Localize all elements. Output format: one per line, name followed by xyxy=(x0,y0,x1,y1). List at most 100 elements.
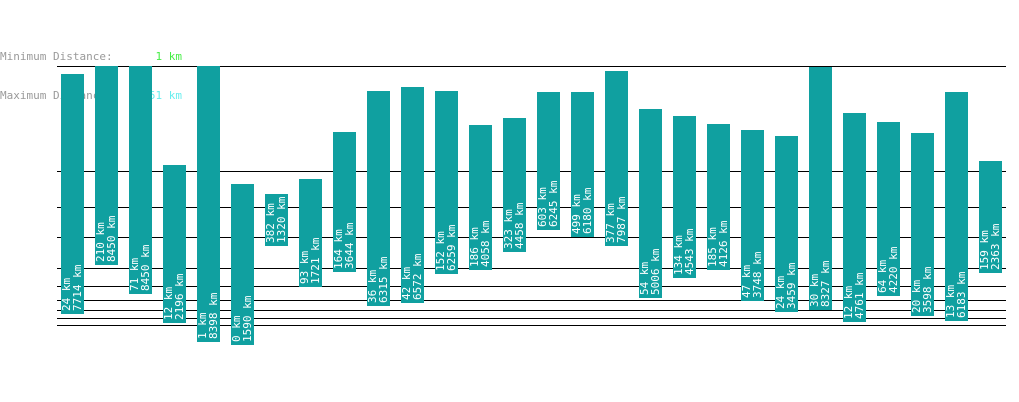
bar-23 xyxy=(809,67,832,310)
bar-28-bottom-label: 2363 km xyxy=(989,223,1002,270)
bar-22-bottom-label: 3459 km xyxy=(785,262,798,309)
bar-2-top-label: 210 km xyxy=(94,222,107,262)
bar-2-bottom-label: 8450 km xyxy=(105,215,118,262)
bar-15-bottom-label: 6245 km xyxy=(547,180,560,227)
bar-10-top-label: 36 km xyxy=(366,270,379,303)
bar-19-bottom-label: 4543 km xyxy=(683,228,696,275)
min-distance-value: 1 km xyxy=(155,50,183,63)
bar-13-bottom-label: 4058 km xyxy=(479,220,492,267)
bar-4 xyxy=(163,165,186,323)
legend-min-row: Minimum Distance: 1 km xyxy=(0,50,182,63)
bar-12-top-label: 152 km xyxy=(434,231,447,271)
bar-7 xyxy=(265,194,288,246)
bar-13 xyxy=(469,125,492,270)
bar-1-top-label: 24 km xyxy=(60,278,73,311)
bar-21-top-label: 47 km xyxy=(740,265,753,298)
bar-28 xyxy=(979,161,1002,273)
bar-11-top-label: 42 km xyxy=(400,267,413,300)
bar-27-top-label: 13 km xyxy=(944,285,957,318)
bar-18-bottom-label: 5006 km xyxy=(649,248,662,295)
bar-24-bottom-label: 4761 km xyxy=(853,272,866,319)
bar-17-top-label: 377 km xyxy=(604,203,617,243)
bar-13-top-label: 186 km xyxy=(468,227,481,267)
bar-14-top-label: 323 km xyxy=(502,209,515,249)
bar-8 xyxy=(299,179,322,287)
bar-15-top-label: 603 km xyxy=(536,187,549,227)
bar-1 xyxy=(61,74,84,314)
bar-9 xyxy=(333,132,356,272)
bar-26-bottom-label: 3598 km xyxy=(921,266,934,313)
bar-3-bottom-label: 8450 km xyxy=(139,244,152,291)
bar-27-bottom-label: 6183 km xyxy=(955,271,968,318)
bar-24-top-label: 12 km xyxy=(842,286,855,319)
bar-11 xyxy=(401,87,424,303)
bar-23-bottom-label: 8327 km xyxy=(819,260,832,307)
bar-20-bottom-label: 4126 km xyxy=(717,220,730,267)
bar-22 xyxy=(775,136,798,312)
bar-8-top-label: 93 km xyxy=(298,251,311,284)
bar-11-bottom-label: 6572 km xyxy=(411,253,424,300)
bar-18-top-label: 54 km xyxy=(638,262,651,295)
bar-14-bottom-label: 4458 km xyxy=(513,202,526,249)
bar-16-top-label: 499 km xyxy=(570,194,583,234)
bar-26-top-label: 20 km xyxy=(910,280,923,313)
bar-21-bottom-label: 3748 km xyxy=(751,251,764,298)
bar-18 xyxy=(639,109,662,298)
bar-25-bottom-label: 4220 km xyxy=(887,246,900,293)
bar-6 xyxy=(231,184,254,345)
bar-7-bottom-label: 1320 km xyxy=(275,196,288,243)
bar-17-bottom-label: 7987 km xyxy=(615,196,628,243)
bar-12-bottom-label: 6259 km xyxy=(445,224,458,271)
bar-9-bottom-label: 3644 km xyxy=(343,222,356,269)
bar-7-top-label: 382 km xyxy=(264,203,277,243)
bar-27 xyxy=(945,92,968,321)
bar-20 xyxy=(707,124,730,270)
bar-14 xyxy=(503,118,526,252)
bar-9-top-label: 164 km xyxy=(332,229,345,269)
bar-5-bottom-label: 8398 km xyxy=(207,292,220,339)
bar-1-bottom-label: 7714 km xyxy=(71,264,84,311)
min-distance-label: Minimum Distance: xyxy=(0,50,113,63)
bar-8-bottom-label: 1721 km xyxy=(309,237,322,284)
bar-10 xyxy=(367,91,390,306)
bar-4-top-label: 12 km xyxy=(162,287,175,320)
bar-20-top-label: 185 km xyxy=(706,227,719,267)
bar-19-top-label: 134 km xyxy=(672,235,685,275)
bar-10-bottom-label: 6315 km xyxy=(377,256,390,303)
bar-3 xyxy=(129,66,152,294)
bar-6-top-label: 0 km xyxy=(230,315,243,342)
bar-12 xyxy=(435,91,458,274)
bar-16 xyxy=(571,92,594,237)
bar-25 xyxy=(877,122,900,296)
bar-25-top-label: 64 km xyxy=(876,260,889,293)
bar-24 xyxy=(843,113,866,322)
bar-28-top-label: 159 km xyxy=(978,230,991,270)
